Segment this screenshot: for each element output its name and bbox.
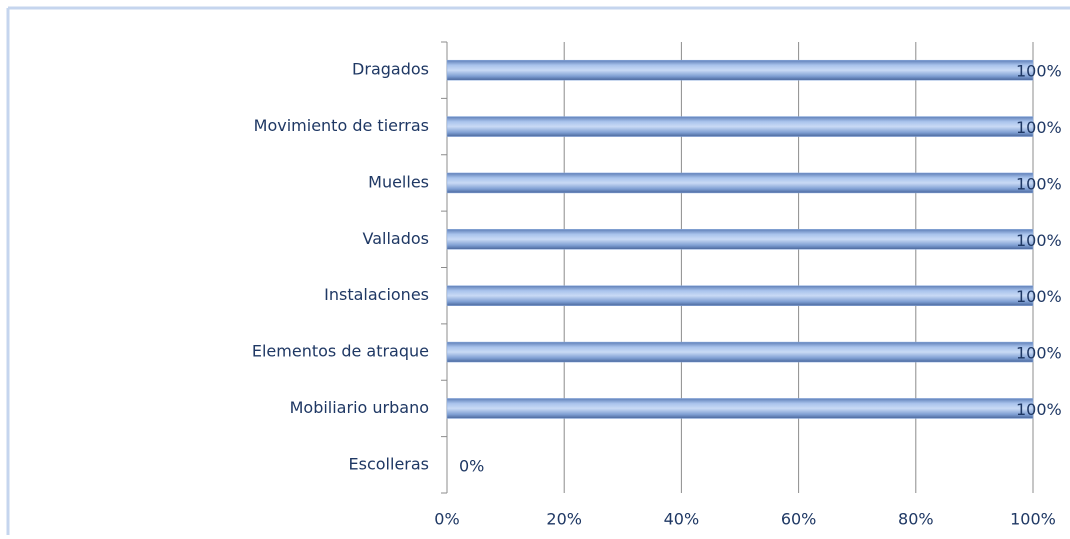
value-label: 100% bbox=[1016, 62, 1062, 81]
y-tick-label: Muelles bbox=[368, 172, 429, 191]
y-tick-label: Movimiento de tierras bbox=[254, 116, 429, 135]
bar bbox=[446, 398, 1034, 419]
y-tick-label: Instalaciones bbox=[324, 285, 429, 304]
bar bbox=[446, 172, 1034, 194]
y-tick-label: Elementos de atraque bbox=[252, 342, 429, 361]
x-tick-label: 60% bbox=[781, 510, 817, 529]
x-tick-label: 100% bbox=[1010, 510, 1056, 529]
value-label: 100% bbox=[1016, 400, 1062, 419]
value-label: 100% bbox=[1016, 118, 1062, 137]
bar bbox=[446, 59, 1034, 81]
bar bbox=[446, 116, 1034, 137]
x-tick-label: 20% bbox=[546, 510, 582, 529]
value-label: 100% bbox=[1016, 231, 1062, 250]
y-tick-label: Escolleras bbox=[349, 454, 429, 473]
bar bbox=[446, 341, 1034, 363]
bar bbox=[446, 285, 1034, 306]
y-tick-label: Dragados bbox=[352, 60, 429, 79]
value-label: 100% bbox=[1016, 174, 1062, 193]
bar bbox=[446, 229, 1034, 250]
value-label: 0% bbox=[459, 456, 484, 475]
y-tick-label: Mobiliario urbano bbox=[290, 398, 429, 417]
y-tick-label: Vallados bbox=[363, 229, 429, 248]
value-label: 100% bbox=[1016, 344, 1062, 363]
x-tick-label: 80% bbox=[898, 510, 934, 529]
x-tick-label: 0% bbox=[434, 510, 459, 529]
x-tick-label: 40% bbox=[664, 510, 700, 529]
value-label: 100% bbox=[1016, 287, 1062, 306]
